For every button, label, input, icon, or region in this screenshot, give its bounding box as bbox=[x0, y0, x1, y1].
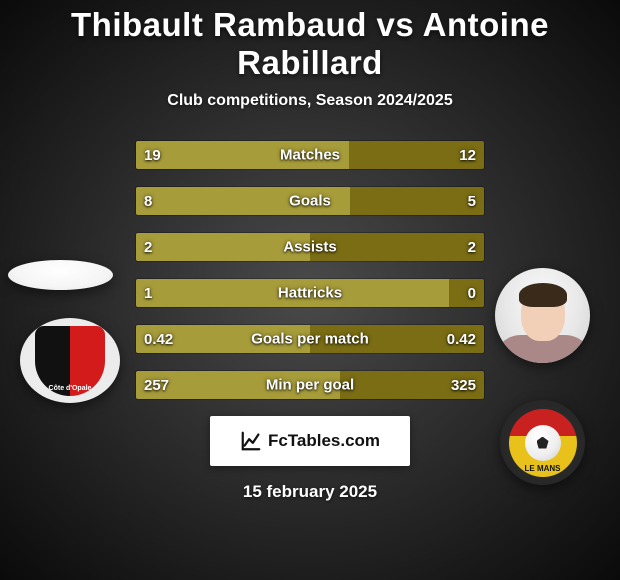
player-right-avatar bbox=[495, 268, 590, 363]
club-badge-left: Côte d'Opale bbox=[35, 326, 105, 396]
stat-left-value: 1 bbox=[136, 285, 160, 302]
stat-bar: 1912Matches bbox=[135, 140, 485, 170]
stat-bar-left-segment: 257 bbox=[136, 371, 340, 399]
stat-left-value: 0.42 bbox=[136, 331, 181, 348]
player-right-face bbox=[495, 268, 590, 363]
player-right-club-badge: LE MANS bbox=[500, 400, 585, 485]
face-hair bbox=[519, 283, 567, 307]
stat-right-value: 5 bbox=[460, 193, 484, 210]
stat-bar: 22Assists bbox=[135, 232, 485, 262]
club-badge-right: LE MANS bbox=[509, 409, 577, 477]
stat-left-value: 19 bbox=[136, 147, 169, 164]
watermark-badge: FcTables.com bbox=[210, 416, 410, 466]
stat-left-value: 257 bbox=[136, 377, 177, 394]
stat-bar-left-segment: 19 bbox=[136, 141, 349, 169]
stat-bar-right-segment: 2 bbox=[310, 233, 484, 261]
player-left-avatar bbox=[8, 260, 113, 290]
stat-left-value: 8 bbox=[136, 193, 160, 210]
comparison-infographic: Thibault Rambaud vs Antoine Rabillard Cl… bbox=[0, 0, 620, 580]
stat-bar-right-segment: 5 bbox=[350, 187, 484, 215]
stat-bar: 0.420.42Goals per match bbox=[135, 324, 485, 354]
watermark-text: FcTables.com bbox=[268, 431, 380, 451]
stat-bar: 10Hattricks bbox=[135, 278, 485, 308]
page-title: Thibault Rambaud vs Antoine Rabillard bbox=[0, 6, 620, 82]
stat-right-value: 12 bbox=[451, 147, 484, 164]
chart-icon bbox=[240, 430, 262, 452]
stat-bar-left-segment: 8 bbox=[136, 187, 350, 215]
stat-bar-right-segment: 12 bbox=[349, 141, 484, 169]
stat-bar-left-segment: 0.42 bbox=[136, 325, 310, 353]
stat-bar: 85Goals bbox=[135, 186, 485, 216]
stat-bar: 257325Min per goal bbox=[135, 370, 485, 400]
stat-right-value: 0 bbox=[460, 285, 484, 302]
club-badge-left-label: Côte d'Opale bbox=[35, 385, 105, 392]
soccer-ball-icon bbox=[525, 425, 561, 461]
stat-right-value: 0.42 bbox=[439, 331, 484, 348]
club-badge-right-label: LE MANS bbox=[509, 464, 577, 473]
stat-right-value: 2 bbox=[460, 239, 484, 256]
stat-bar-left-segment: 2 bbox=[136, 233, 310, 261]
stat-left-value: 2 bbox=[136, 239, 160, 256]
stage: Côte d'Opale LE MANS 1912Matches85Goals2… bbox=[0, 140, 620, 400]
date-label: 15 february 2025 bbox=[0, 482, 620, 502]
stat-bar-right-segment: 0 bbox=[449, 279, 484, 307]
player-left-club-badge: Côte d'Opale bbox=[20, 318, 120, 403]
subtitle: Club competitions, Season 2024/2025 bbox=[0, 92, 620, 110]
stat-bar-right-segment: 325 bbox=[340, 371, 484, 399]
stat-right-value: 325 bbox=[443, 377, 484, 394]
stat-bars-container: 1912Matches85Goals22Assists10Hattricks0.… bbox=[135, 140, 485, 400]
stat-bar-right-segment: 0.42 bbox=[310, 325, 484, 353]
face-head bbox=[521, 285, 565, 341]
stat-bar-left-segment: 1 bbox=[136, 279, 449, 307]
